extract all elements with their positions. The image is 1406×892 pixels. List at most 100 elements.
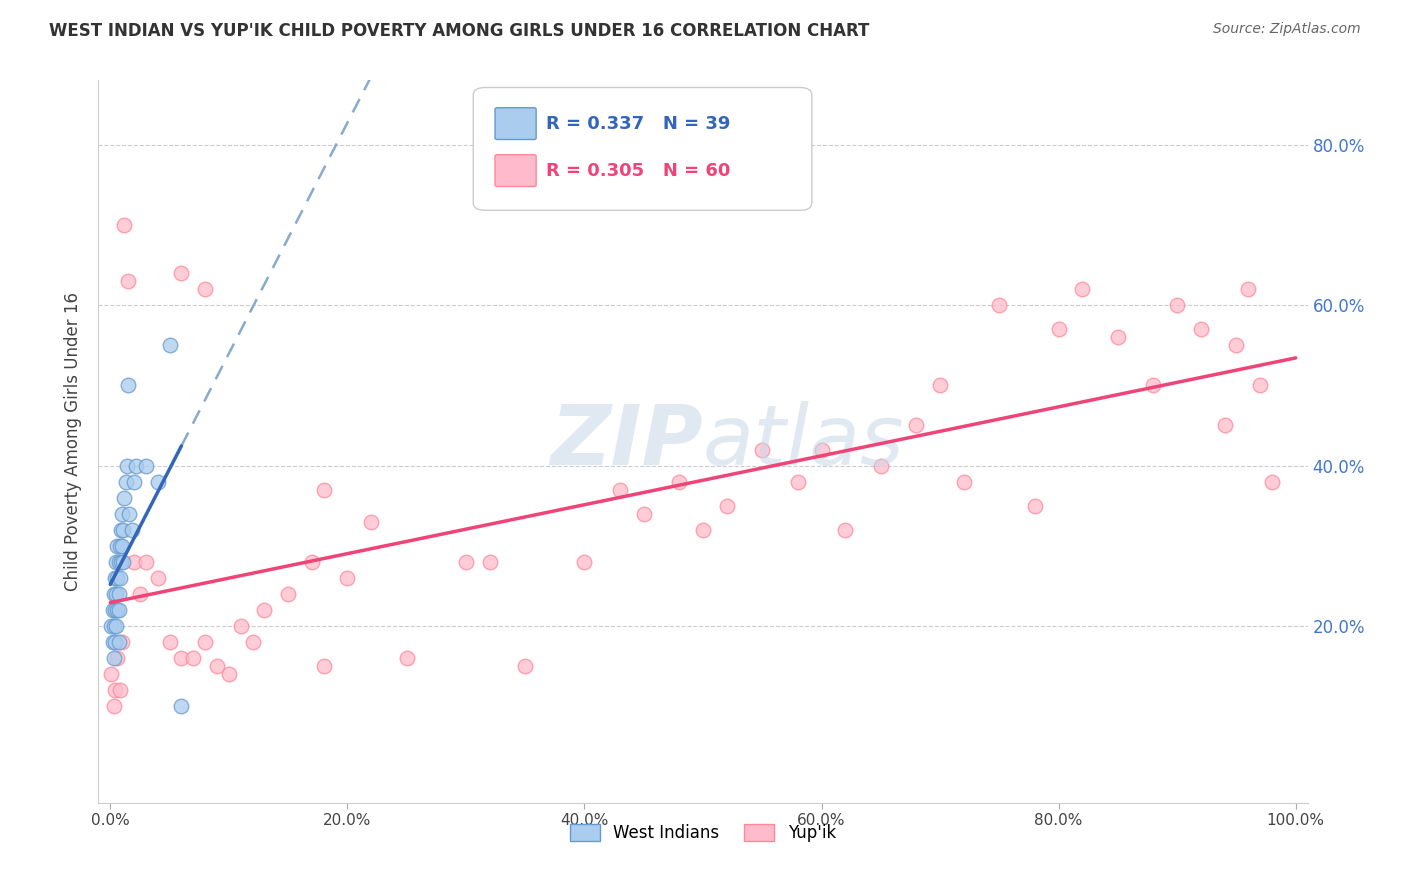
Point — [108, 683, 131, 698]
FancyBboxPatch shape — [474, 87, 811, 211]
Point — [181, 651, 204, 665]
Point — [170, 266, 193, 280]
Text: WEST INDIAN VS YUP'IK CHILD POVERTY AMONG GIRLS UNDER 16 CORRELATION CHART: WEST INDIAN VS YUP'IK CHILD POVERTY AMON… — [49, 22, 869, 40]
Point — [105, 555, 128, 569]
Legend: West Indians, Yup'ik: West Indians, Yup'ik — [564, 817, 842, 848]
Point — [117, 378, 139, 392]
Point — [103, 699, 125, 714]
Point — [117, 274, 139, 288]
Point — [107, 555, 129, 569]
Point — [121, 523, 143, 537]
Point — [360, 515, 382, 529]
Point — [1166, 298, 1188, 312]
Point — [100, 619, 122, 633]
Point — [105, 619, 128, 633]
Point — [336, 571, 359, 585]
Point — [111, 539, 134, 553]
Point — [929, 378, 952, 392]
Point — [205, 659, 228, 673]
Point — [395, 651, 418, 665]
Point — [786, 475, 808, 489]
Point — [114, 218, 136, 232]
Point — [111, 507, 134, 521]
Point — [103, 651, 125, 665]
Point — [112, 523, 135, 537]
Point — [301, 555, 323, 569]
Point — [229, 619, 252, 633]
FancyBboxPatch shape — [495, 108, 536, 139]
Point — [478, 555, 501, 569]
Point — [1107, 330, 1129, 344]
FancyBboxPatch shape — [495, 154, 536, 186]
Point — [810, 442, 832, 457]
Point — [1237, 282, 1260, 296]
Point — [104, 683, 127, 698]
Point — [253, 603, 276, 617]
Point — [869, 458, 891, 473]
Point — [105, 539, 128, 553]
Point — [104, 635, 127, 649]
Point — [108, 571, 131, 585]
Point — [101, 603, 124, 617]
Point — [834, 523, 856, 537]
Point — [110, 555, 132, 569]
Point — [454, 555, 477, 569]
Point — [1189, 322, 1212, 336]
Point — [107, 603, 129, 617]
Point — [905, 418, 928, 433]
Point — [170, 699, 193, 714]
Point — [312, 659, 335, 673]
Text: R = 0.337   N = 39: R = 0.337 N = 39 — [546, 115, 730, 133]
Point — [194, 282, 217, 296]
Text: ZIP: ZIP — [550, 401, 703, 482]
Point — [103, 619, 125, 633]
Point — [105, 651, 128, 665]
Point — [146, 475, 169, 489]
Point — [146, 571, 169, 585]
Point — [277, 587, 299, 601]
Point — [125, 458, 148, 473]
Point — [1142, 378, 1164, 392]
Point — [105, 603, 128, 617]
Point — [107, 635, 129, 649]
Y-axis label: Child Poverty Among Girls Under 16: Child Poverty Among Girls Under 16 — [65, 292, 83, 591]
Point — [110, 523, 132, 537]
Point — [122, 555, 145, 569]
Point — [574, 555, 596, 569]
Point — [159, 338, 181, 352]
Point — [118, 507, 141, 521]
Text: R = 0.305   N = 60: R = 0.305 N = 60 — [546, 161, 730, 179]
Point — [1024, 499, 1046, 513]
Point — [609, 483, 631, 497]
Point — [104, 603, 127, 617]
Point — [218, 667, 240, 681]
Point — [1071, 282, 1094, 296]
Point — [122, 475, 145, 489]
Point — [692, 523, 714, 537]
Point — [633, 507, 655, 521]
Point — [107, 587, 129, 601]
Point — [312, 483, 335, 497]
Point — [104, 571, 127, 585]
Point — [114, 475, 136, 489]
Point — [103, 587, 125, 601]
Point — [194, 635, 217, 649]
Point — [135, 458, 157, 473]
Point — [1261, 475, 1284, 489]
Point — [159, 635, 181, 649]
Point — [135, 555, 157, 569]
Point — [129, 587, 152, 601]
Point — [105, 571, 128, 585]
Point — [100, 667, 122, 681]
Point — [1225, 338, 1247, 352]
Point — [105, 587, 128, 601]
Point — [751, 442, 773, 457]
Point — [114, 491, 136, 505]
Text: atlas: atlas — [703, 401, 904, 482]
Point — [716, 499, 738, 513]
Point — [170, 651, 193, 665]
Point — [101, 635, 124, 649]
Point — [1047, 322, 1070, 336]
Point — [108, 539, 131, 553]
Point — [1213, 418, 1236, 433]
